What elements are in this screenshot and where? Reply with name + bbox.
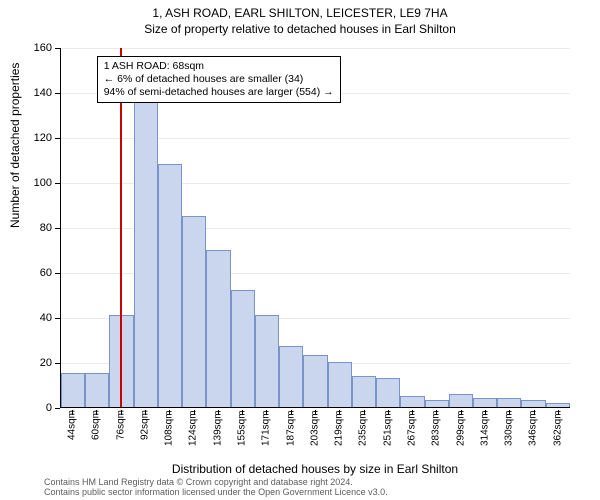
x-tick-label: 171sqm xyxy=(254,410,278,460)
histogram-bar xyxy=(352,376,376,408)
x-tick-label: 203sqm xyxy=(303,410,327,460)
histogram-bar xyxy=(158,164,182,407)
annotation-line: 1 ASH ROAD: 68sqm xyxy=(104,60,334,73)
x-tick-label: 108sqm xyxy=(157,410,181,460)
annotation-line: 94% of semi-detached houses are larger (… xyxy=(104,86,334,99)
caption-line: Contains public sector information licen… xyxy=(44,488,388,498)
x-tick-mark xyxy=(242,410,243,415)
y-tick-mark xyxy=(55,183,60,184)
x-tick-label: 346sqm xyxy=(521,410,545,460)
x-tick-mark xyxy=(436,410,437,415)
title-line-1: 1, ASH ROAD, EARL SHILTON, LEICESTER, LE… xyxy=(0,0,600,22)
x-axis-label: Distribution of detached houses by size … xyxy=(60,462,570,476)
x-tick-label: 187sqm xyxy=(279,410,303,460)
x-tick-mark xyxy=(194,410,195,415)
y-tick-mark xyxy=(55,408,60,409)
x-tick-mark xyxy=(218,410,219,415)
y-tick-mark xyxy=(55,363,60,364)
y-tick-mark xyxy=(55,273,60,274)
y-tick-label: 120 xyxy=(22,132,52,144)
x-tick-label: 330sqm xyxy=(497,410,521,460)
x-tick-label: 139sqm xyxy=(206,410,230,460)
x-tick-label: 299sqm xyxy=(449,410,473,460)
annotation-box: 1 ASH ROAD: 68sqm ← 6% of detached house… xyxy=(97,56,341,103)
x-tick-label: 92sqm xyxy=(133,410,157,460)
y-axis-label: Number of detached properties xyxy=(8,63,22,228)
histogram-bar xyxy=(546,403,570,408)
x-tick-mark xyxy=(509,410,510,415)
y-tick-label: 60 xyxy=(22,267,52,279)
x-tick-mark xyxy=(145,410,146,415)
x-tick-label: 251sqm xyxy=(376,410,400,460)
y-tick-label: 40 xyxy=(22,312,52,324)
histogram-bar xyxy=(279,346,303,407)
x-tick-label: 76sqm xyxy=(109,410,133,460)
x-tick-mark xyxy=(96,410,97,415)
x-tick-mark xyxy=(461,410,462,415)
chart-container: 1, ASH ROAD, EARL SHILTON, LEICESTER, LE… xyxy=(0,0,600,500)
histogram-bar xyxy=(231,290,255,407)
y-tick-mark xyxy=(55,138,60,139)
histogram-bar xyxy=(134,88,158,408)
x-tick-mark xyxy=(266,410,267,415)
x-tick-label: 283sqm xyxy=(424,410,448,460)
histogram-bar xyxy=(328,362,352,407)
x-tick-label: 124sqm xyxy=(181,410,205,460)
x-tick-mark xyxy=(485,410,486,415)
x-tick-label: 314sqm xyxy=(473,410,497,460)
x-tick-mark xyxy=(121,410,122,415)
histogram-bar xyxy=(425,400,449,407)
histogram-bar xyxy=(400,396,424,407)
y-tick-label: 20 xyxy=(22,357,52,369)
x-tick-mark xyxy=(339,410,340,415)
y-tick-mark xyxy=(55,48,60,49)
y-tick-label: 80 xyxy=(22,222,52,234)
x-tick-mark xyxy=(169,410,170,415)
title-line-2: Size of property relative to detached ho… xyxy=(0,22,600,38)
y-tick-label: 100 xyxy=(22,177,52,189)
histogram-bar xyxy=(255,315,279,407)
histogram-bar xyxy=(521,400,545,407)
histogram-bar xyxy=(182,216,206,407)
x-tick-mark xyxy=(291,410,292,415)
chart-area: 1 ASH ROAD: 68sqm ← 6% of detached house… xyxy=(60,48,570,408)
x-tick-mark xyxy=(72,410,73,415)
y-tick-mark xyxy=(55,318,60,319)
x-tick-mark xyxy=(534,410,535,415)
histogram-bar xyxy=(85,373,109,407)
x-tick-mark xyxy=(388,410,389,415)
x-tick-label: 60sqm xyxy=(84,410,108,460)
histogram-bar xyxy=(303,355,327,407)
y-tick-label: 0 xyxy=(22,402,52,414)
x-ticks-row: 44sqm60sqm76sqm92sqm108sqm124sqm139sqm15… xyxy=(60,410,570,470)
y-tick-label: 140 xyxy=(22,87,52,99)
y-tick-mark xyxy=(55,93,60,94)
x-tick-label: 362sqm xyxy=(546,410,570,460)
plot-region: 1 ASH ROAD: 68sqm ← 6% of detached house… xyxy=(60,48,570,408)
x-tick-label: 267sqm xyxy=(400,410,424,460)
x-tick-mark xyxy=(315,410,316,415)
histogram-bar xyxy=(473,398,497,407)
y-tick-mark xyxy=(55,228,60,229)
x-tick-mark xyxy=(558,410,559,415)
histogram-bar xyxy=(449,394,473,408)
x-tick-label: 219sqm xyxy=(327,410,351,460)
x-tick-label: 44sqm xyxy=(60,410,84,460)
x-tick-mark xyxy=(364,410,365,415)
x-tick-label: 235sqm xyxy=(351,410,375,460)
histogram-bar xyxy=(206,250,230,408)
x-tick-label: 155sqm xyxy=(230,410,254,460)
caption: Contains HM Land Registry data © Crown c… xyxy=(44,478,388,498)
annotation-line: ← 6% of detached houses are smaller (34) xyxy=(104,73,334,86)
histogram-bar xyxy=(497,398,521,407)
x-tick-mark xyxy=(412,410,413,415)
histogram-bar xyxy=(61,373,85,407)
histogram-bar xyxy=(376,378,400,407)
y-tick-label: 160 xyxy=(22,42,52,54)
